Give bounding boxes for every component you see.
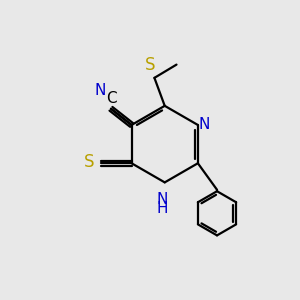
Text: H: H	[157, 201, 168, 216]
Text: S: S	[145, 56, 155, 74]
Text: C: C	[106, 91, 116, 106]
Text: N: N	[199, 118, 210, 133]
Text: N: N	[157, 192, 168, 207]
Text: N: N	[95, 83, 106, 98]
Text: S: S	[84, 153, 94, 171]
